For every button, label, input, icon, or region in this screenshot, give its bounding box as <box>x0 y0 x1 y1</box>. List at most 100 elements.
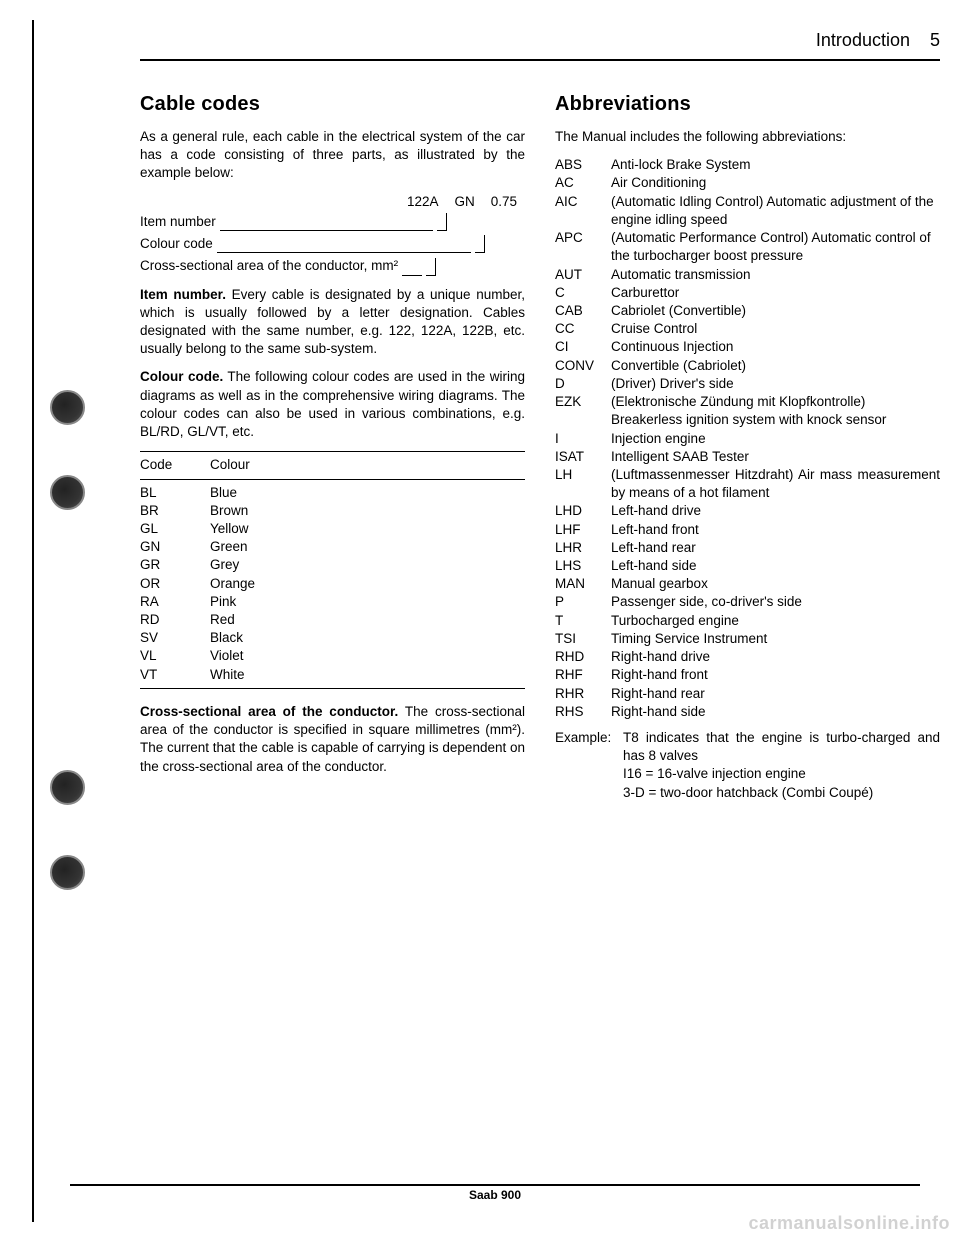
abbr-code: CC <box>555 320 611 338</box>
code-cell: VT <box>140 666 210 684</box>
abbr-code: I <box>555 430 611 448</box>
diagram-value-colour: GN <box>454 193 474 211</box>
table-row: BRBrown <box>140 502 525 520</box>
col-header-colour: Colour <box>210 456 525 474</box>
abbr-desc: (Automatic Performance Control) Automati… <box>611 229 940 265</box>
binder-edge <box>32 20 34 1222</box>
abbr-desc: Left-hand rear <box>611 539 940 557</box>
abbr-row: TSITiming Service Instrument <box>555 630 940 648</box>
abbr-desc: Right-hand side <box>611 703 940 721</box>
abbr-code: AUT <box>555 266 611 284</box>
diagram-values: 122A GN 0.75 <box>140 193 525 211</box>
diagram-bracket <box>426 258 436 276</box>
abbr-desc: Cruise Control <box>611 320 940 338</box>
colour-cell: Pink <box>210 593 525 611</box>
footer-text: Saab 900 <box>469 1188 521 1202</box>
abbr-desc: Continuous Injection <box>611 338 940 356</box>
abbr-desc: Injection engine <box>611 430 940 448</box>
abbr-row: LHFLeft-hand front <box>555 521 940 539</box>
code-cell: GR <box>140 556 210 574</box>
diagram-value-item: 122A <box>407 193 439 211</box>
abbr-row: APC(Automatic Performance Control) Autom… <box>555 229 940 265</box>
diagram-underline <box>217 252 471 253</box>
abbr-desc: Passenger side, co-driver's side <box>611 593 940 611</box>
diagram-row-area: Cross-sectional area of the conductor, m… <box>140 257 525 275</box>
item-number-label: Item number. <box>140 287 226 302</box>
abbr-desc: Left-hand drive <box>611 502 940 520</box>
abbr-row: EZK(Elektronische Zündung mit Klopfkontr… <box>555 393 940 429</box>
columns: Cable codes As a general rule, each cabl… <box>140 91 940 802</box>
abbr-row: RHDRight-hand drive <box>555 648 940 666</box>
abbr-row: CABCabriolet (Convertible) <box>555 302 940 320</box>
watermark-text: carmanualsonline.info <box>748 1213 950 1234</box>
abbr-row: LHDLeft-hand drive <box>555 502 940 520</box>
abbr-desc: (Luftmassenmesser Hitzdraht) Air mass me… <box>611 466 940 502</box>
colour-cell: Brown <box>210 502 525 520</box>
abbreviations-heading: Abbreviations <box>555 91 940 118</box>
colour-cell: Green <box>210 538 525 556</box>
abbr-desc: Convertible (Cabriolet) <box>611 357 940 375</box>
abbr-desc: Timing Service Instrument <box>611 630 940 648</box>
abbr-row: CCCruise Control <box>555 320 940 338</box>
abbr-row: AIC(Automatic Idling Control) Automatic … <box>555 193 940 229</box>
binder-hole <box>50 390 85 425</box>
colour-cell: Grey <box>210 556 525 574</box>
cross-section-para: Cross-sectional area of the conductor. T… <box>140 703 525 776</box>
table-row: VTWhite <box>140 666 525 684</box>
diagram-underline <box>220 230 433 231</box>
abbr-code: RHF <box>555 666 611 684</box>
example-block: Example: T8 indicates that the engine is… <box>555 729 940 802</box>
abbr-desc: Left-hand side <box>611 557 940 575</box>
abbr-code: ISAT <box>555 448 611 466</box>
abbr-desc: Automatic transmission <box>611 266 940 284</box>
abbr-code: LHD <box>555 502 611 520</box>
header-rule <box>140 59 940 61</box>
abbr-code: AC <box>555 174 611 192</box>
abbreviations-intro: The Manual includes the following abbrev… <box>555 128 940 146</box>
abbr-code: LHR <box>555 539 611 557</box>
page: Introduction 5 Cable codes As a general … <box>0 0 960 1242</box>
table-row: GNGreen <box>140 538 525 556</box>
binder-hole <box>50 475 85 510</box>
diagram-label-item: Item number <box>140 213 216 231</box>
abbr-desc: Carburettor <box>611 284 940 302</box>
colour-code-para: Colour code. The following colour codes … <box>140 368 525 441</box>
abbr-code: ABS <box>555 156 611 174</box>
abbr-desc: (Automatic Idling Control) Automatic adj… <box>611 193 940 229</box>
diagram-bracket <box>437 213 447 231</box>
abbr-code: APC <box>555 229 611 265</box>
abbr-row: TTurbocharged engine <box>555 612 940 630</box>
abbr-desc: Right-hand drive <box>611 648 940 666</box>
abbr-desc: (Driver) Driver's side <box>611 375 940 393</box>
section-title: Introduction <box>816 30 910 51</box>
abbr-row: CCarburettor <box>555 284 940 302</box>
abbr-code: RHR <box>555 685 611 703</box>
abbr-code: MAN <box>555 575 611 593</box>
table-row: VLViolet <box>140 647 525 665</box>
code-cell: VL <box>140 647 210 665</box>
diagram-row-colour: Colour code <box>140 235 525 253</box>
example-text: T8 indicates that the engine is turbo-ch… <box>623 729 940 802</box>
diagram-underline <box>402 275 422 276</box>
abbr-code: T <box>555 612 611 630</box>
colour-cell: Violet <box>210 647 525 665</box>
abbr-row: ABSAnti-lock Brake System <box>555 156 940 174</box>
abbr-row: CIContinuous Injection <box>555 338 940 356</box>
abbr-desc: Left-hand front <box>611 521 940 539</box>
diagram-bracket <box>475 235 485 253</box>
table-row: RDRed <box>140 611 525 629</box>
item-number-para: Item number. Every cable is designated b… <box>140 286 525 359</box>
code-cell: BR <box>140 502 210 520</box>
col-header-code: Code <box>140 456 210 474</box>
table-row: GLYellow <box>140 520 525 538</box>
abbr-code: EZK <box>555 393 611 429</box>
abbr-desc: Air Conditioning <box>611 174 940 192</box>
colour-cell: Red <box>210 611 525 629</box>
code-cell: GL <box>140 520 210 538</box>
abbr-desc: Right-hand rear <box>611 685 940 703</box>
abbr-code: AIC <box>555 193 611 229</box>
abbr-row: LHSLeft-hand side <box>555 557 940 575</box>
cross-section-label: Cross-sectional area of the conductor. <box>140 704 398 719</box>
cable-codes-intro: As a general rule, each cable in the ele… <box>140 128 525 183</box>
table-row: RAPink <box>140 593 525 611</box>
